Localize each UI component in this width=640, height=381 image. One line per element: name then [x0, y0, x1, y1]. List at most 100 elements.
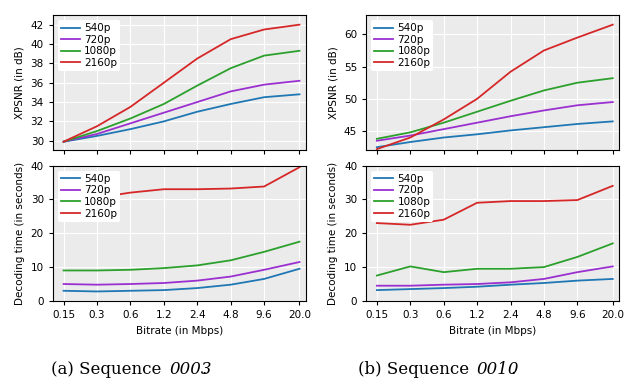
- Line: 1080p: 1080p: [63, 242, 300, 271]
- 2160p: [160, 187, 168, 192]
- Line: 720p: 720p: [377, 102, 612, 141]
- 720p: [160, 110, 168, 115]
- 2160p: [193, 56, 201, 61]
- 720p: [440, 127, 447, 131]
- Legend: 540p, 720p, 1080p, 2160p: 540p, 720p, 1080p, 2160p: [371, 171, 433, 222]
- 540p: [573, 279, 581, 283]
- 2160p: [406, 135, 414, 140]
- 720p: [60, 139, 67, 144]
- Line: 540p: 540p: [63, 269, 300, 291]
- 540p: [296, 266, 303, 271]
- 1080p: [260, 250, 268, 254]
- 1080p: [507, 98, 515, 103]
- 540p: [160, 119, 168, 124]
- 2160p: [609, 22, 616, 27]
- 720p: [193, 279, 201, 283]
- 540p: [93, 289, 101, 294]
- 1080p: [373, 273, 381, 278]
- 720p: [127, 121, 134, 126]
- 2160p: [507, 69, 515, 74]
- 1080p: [540, 265, 548, 269]
- Legend: 540p, 720p, 1080p, 2160p: 540p, 720p, 1080p, 2160p: [371, 20, 433, 71]
- 1080p: [93, 129, 101, 133]
- 2160p: [93, 124, 101, 128]
- 540p: [127, 127, 134, 131]
- Legend: 540p, 720p, 1080p, 2160p: 540p, 720p, 1080p, 2160p: [58, 20, 120, 71]
- 540p: [296, 92, 303, 97]
- 540p: [127, 288, 134, 293]
- 720p: [193, 100, 201, 104]
- 2160p: [540, 199, 548, 203]
- Line: 1080p: 1080p: [377, 243, 612, 275]
- 2160p: [573, 35, 581, 40]
- 540p: [440, 286, 447, 290]
- 540p: [609, 277, 616, 281]
- 720p: [160, 281, 168, 285]
- 1080p: [473, 266, 481, 271]
- 1080p: [227, 258, 234, 263]
- Line: 2160p: 2160p: [377, 186, 612, 225]
- 540p: [507, 128, 515, 133]
- 2160p: [160, 80, 168, 85]
- 720p: [260, 82, 268, 87]
- Y-axis label: XPSNR (in dB): XPSNR (in dB): [15, 46, 25, 119]
- 2160p: [193, 187, 201, 192]
- Text: 0003: 0003: [170, 361, 212, 378]
- 2160p: [296, 22, 303, 27]
- Line: 2160p: 2160p: [63, 167, 300, 199]
- 1080p: [93, 268, 101, 273]
- Text: (b) Sequence: (b) Sequence: [358, 361, 475, 378]
- 2160p: [127, 190, 134, 195]
- 540p: [193, 109, 201, 114]
- Line: 720p: 720p: [377, 266, 612, 286]
- 540p: [60, 288, 67, 293]
- 1080p: [406, 130, 414, 134]
- 720p: [540, 108, 548, 113]
- 2160p: [260, 27, 268, 32]
- 540p: [93, 134, 101, 138]
- Line: 720p: 720p: [63, 81, 300, 142]
- Y-axis label: Decoding time (in seconds): Decoding time (in seconds): [15, 162, 25, 305]
- Text: 0010: 0010: [477, 361, 519, 378]
- 1080p: [127, 116, 134, 121]
- 540p: [227, 282, 234, 287]
- 540p: [160, 288, 168, 292]
- Line: 540p: 540p: [377, 122, 612, 147]
- 2160p: [609, 184, 616, 188]
- 720p: [373, 138, 381, 143]
- 540p: [573, 122, 581, 126]
- 2160p: [473, 96, 481, 101]
- 2160p: [227, 37, 234, 42]
- 540p: [609, 119, 616, 124]
- 2160p: [540, 48, 548, 53]
- 1080p: [296, 48, 303, 53]
- 720p: [296, 78, 303, 83]
- 1080p: [160, 266, 168, 271]
- 1080p: [260, 53, 268, 58]
- Y-axis label: XPSNR (in dB): XPSNR (in dB): [328, 46, 339, 119]
- 540p: [373, 288, 381, 292]
- Text: (a) Sequence: (a) Sequence: [51, 361, 167, 378]
- 540p: [260, 95, 268, 99]
- 720p: [473, 120, 481, 125]
- 1080p: [573, 255, 581, 259]
- 720p: [260, 267, 268, 272]
- Line: 2160p: 2160p: [63, 25, 300, 142]
- 2160p: [227, 186, 234, 191]
- 540p: [60, 139, 67, 144]
- 720p: [296, 260, 303, 264]
- X-axis label: Bitrate (in Mbps): Bitrate (in Mbps): [136, 325, 223, 336]
- Line: 2160p: 2160p: [377, 25, 612, 149]
- 720p: [60, 282, 67, 286]
- Y-axis label: Decoding time (in seconds): Decoding time (in seconds): [328, 162, 339, 305]
- Line: 540p: 540p: [63, 94, 300, 142]
- Line: 1080p: 1080p: [377, 78, 612, 139]
- 720p: [609, 264, 616, 269]
- 720p: [373, 283, 381, 288]
- 1080p: [609, 76, 616, 80]
- 540p: [440, 135, 447, 140]
- 540p: [540, 125, 548, 130]
- 2160p: [296, 165, 303, 170]
- 720p: [406, 133, 414, 138]
- Line: 720p: 720p: [63, 262, 300, 285]
